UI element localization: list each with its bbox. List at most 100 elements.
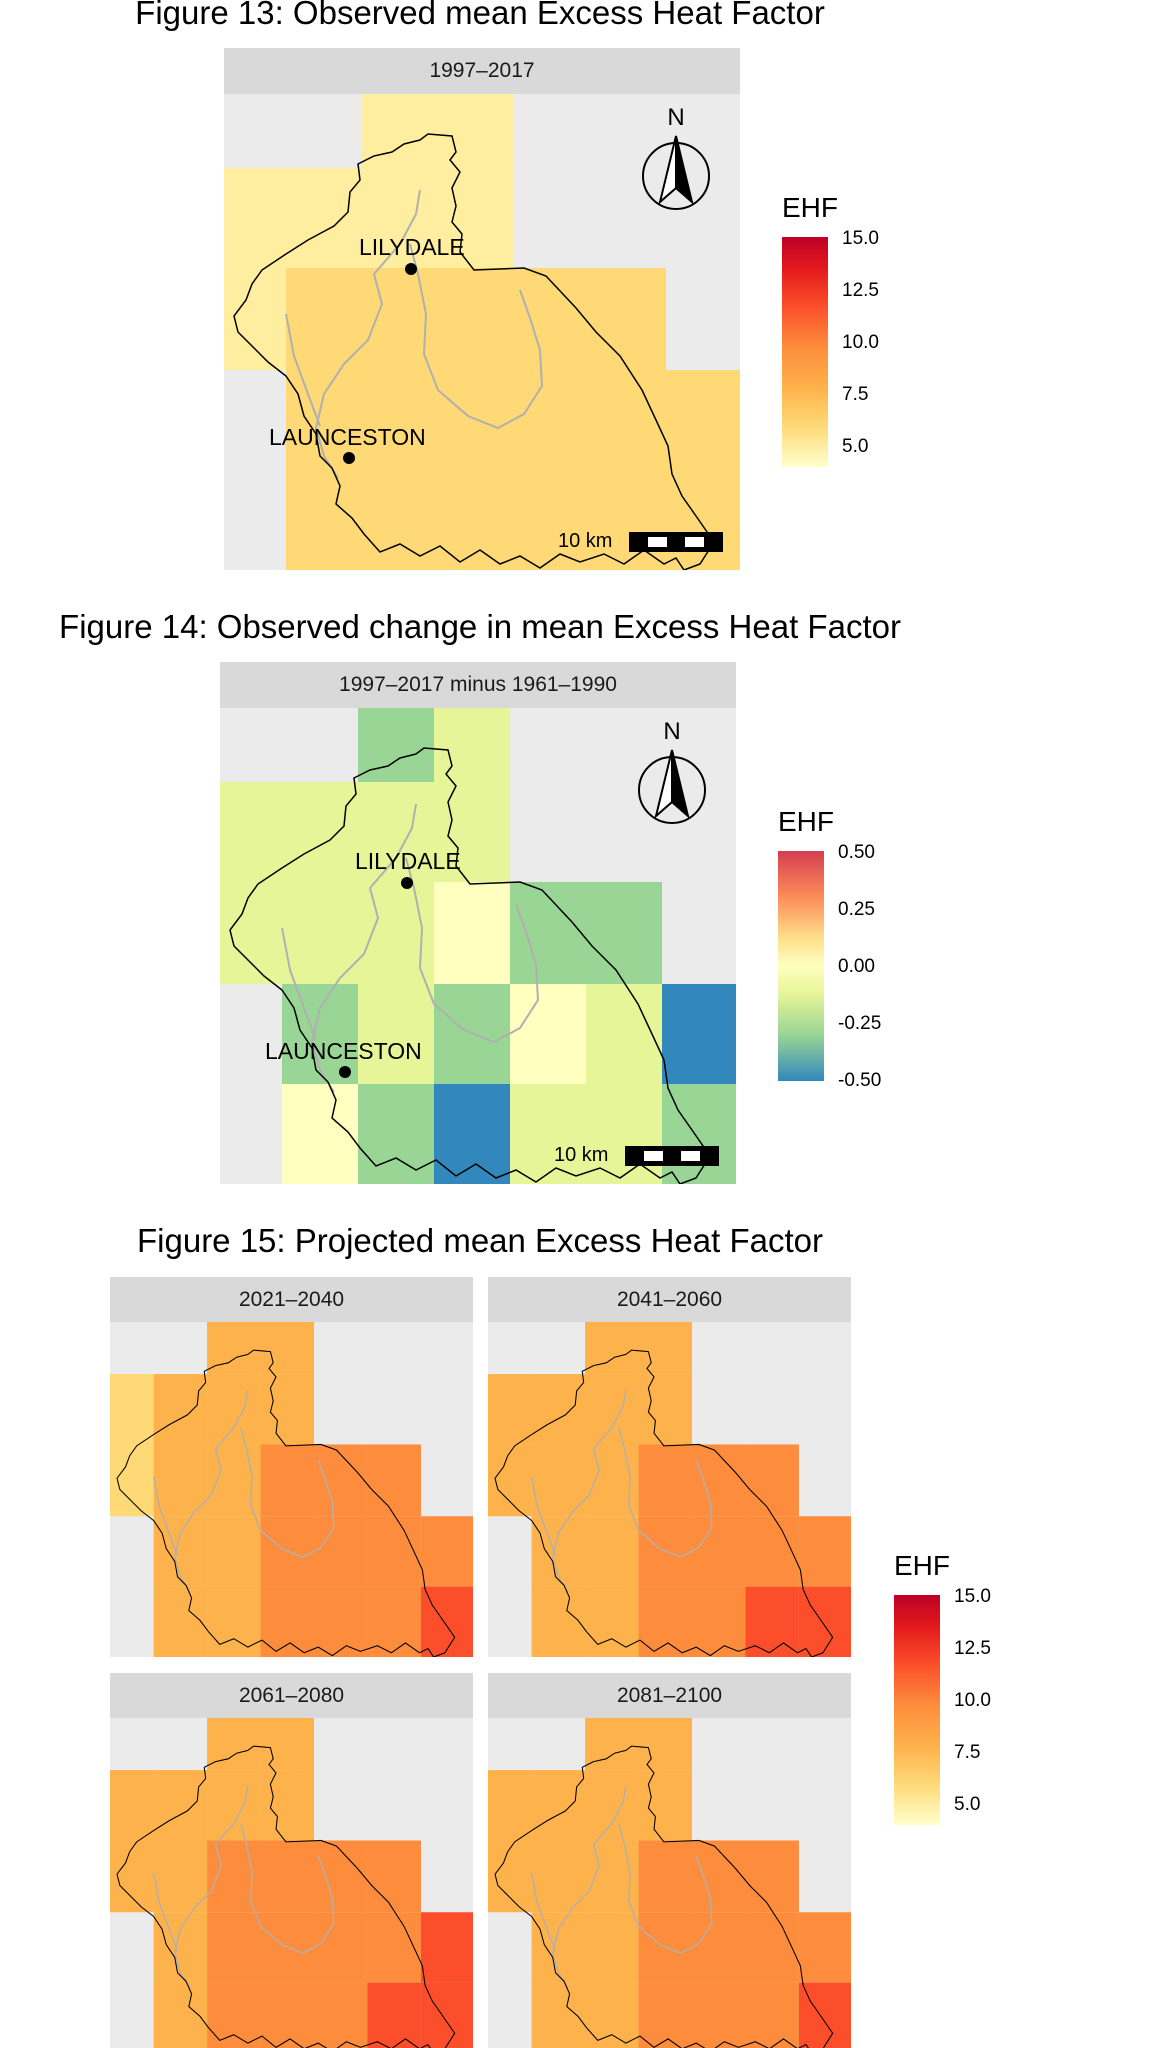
legend-tick: 0.00 [838,956,875,977]
grid-cell [692,1840,746,1913]
town-label-lilydale: LILYDALE [355,848,461,874]
river-line [314,189,421,479]
river-line [173,1785,249,1989]
map-area [220,708,736,1184]
grid-cell [798,1516,851,1587]
grid-cell [260,1770,315,1841]
grid-cell [531,1770,586,1841]
grid-cell [260,1840,315,1913]
grid-cell [260,1374,315,1445]
grid-cell [692,1586,746,1657]
grid-cell [224,168,286,268]
municipality-boundary [494,1349,834,1657]
grid-cell [153,1840,208,1913]
grid-cell [358,984,434,1084]
town-marker-lilydale [405,263,417,275]
town-marker-launceston [339,1066,351,1078]
legend-tick: 10.0 [954,1690,991,1711]
grid-cell [438,268,514,370]
grid-cell [153,1374,208,1445]
grid-cell [314,1516,368,1587]
grid-cell [207,1586,261,1657]
grid-cell [434,708,510,782]
figure-14-title: Figure 14: Observed change in mean Exces… [59,608,901,645]
north-arrow-icon [638,749,706,824]
panel-strip: 1997–2017 minus 1961–1990 [220,662,736,708]
grid-cell [745,1444,799,1517]
grid-cell [488,1840,532,1913]
river-line [285,313,321,427]
grid-cell [358,782,434,882]
map-area [488,1322,851,1657]
grid-cell [638,1840,693,1913]
figure-15-legend: EHF 15.0 12.5 10.0 7.5 5.0 [894,1550,1044,1830]
legend-tick: 10.0 [842,332,879,353]
map-area [488,1718,851,2048]
map-area [110,1718,473,2048]
legend-colorbar [894,1595,940,1825]
river-line [618,1823,713,1954]
grid-cell [510,1084,586,1184]
figure-15-panel-2: 2041–2060 [488,1277,851,1657]
grid-cell [488,1374,532,1445]
grid-cell [585,1770,639,1841]
grid-cell [207,1982,261,2048]
figure-14-panel: 1997–2017 minus 1961–1990 LILYDALE LAUNC… [220,662,736,1184]
grid-cell [286,470,362,570]
grid-cell [207,1770,261,1841]
grid-cell [286,168,362,268]
grid-cell [110,1444,154,1517]
town-marker-lilydale [401,877,413,889]
grid-cell [514,268,590,370]
legend-tick: 7.5 [842,384,869,405]
north-arrow: N [634,718,710,828]
grid-cell [692,1444,746,1517]
grid-cell [367,1840,421,1913]
grid-cell [367,1912,421,1983]
town-label-launceston: LAUNCESTON [269,424,426,450]
grid-cell [638,1718,693,1771]
grid-cell [745,1912,799,1983]
figure-13-legend: EHF 15.0 12.5 10.0 7.5 5.0 [782,192,932,472]
figure-15-panel-1: 2021–2040 [110,1277,473,1657]
grid-cell [488,1444,532,1517]
grid-cell [362,470,438,570]
grid-cell [358,1084,434,1184]
north-arrow-icon [642,135,710,210]
ehf-projection-grid-map [110,1322,473,1657]
legend-tick: 0.50 [838,842,875,863]
grid-cell [586,984,662,1084]
legend-tick: 12.5 [954,1638,991,1659]
grid-cell [666,370,740,470]
grid-cell [220,782,282,882]
grid-cell [638,1444,693,1517]
grid-cell [585,1982,639,2048]
grid-cell [314,1840,368,1913]
grid-cell [286,268,362,370]
figure-15-panel-4: 2081–2100 [488,1673,851,2048]
grid-cell [434,1084,510,1184]
ehf-projection-grid-map [488,1322,851,1657]
grid-cell [367,1982,421,2048]
grid-cell [153,1444,208,1517]
grid-cell [798,1912,851,1983]
grid-cell [798,1982,851,2048]
legend-tick: 7.5 [954,1742,981,1763]
grid-cell [531,1374,586,1445]
grid-cell [220,882,282,984]
grid-cell [314,1912,368,1983]
grid-cell [282,782,358,882]
figure-15-panel-3: 2061–2080 [110,1673,473,2048]
grid-cell [362,168,438,268]
grid-cell [585,1912,639,1983]
ehf-projection-grid-map [110,1718,473,2048]
river-line [152,1476,179,1556]
ehf-change-grid-map [220,708,736,1184]
grid-cell [224,268,286,370]
scale-bar-label: 10 km [554,1144,609,1166]
legend-title: EHF [894,1550,950,1581]
grid-cell [367,1444,421,1517]
grid-cell [367,1516,421,1587]
grid-cell [434,782,510,882]
grid-cell [153,1586,208,1657]
